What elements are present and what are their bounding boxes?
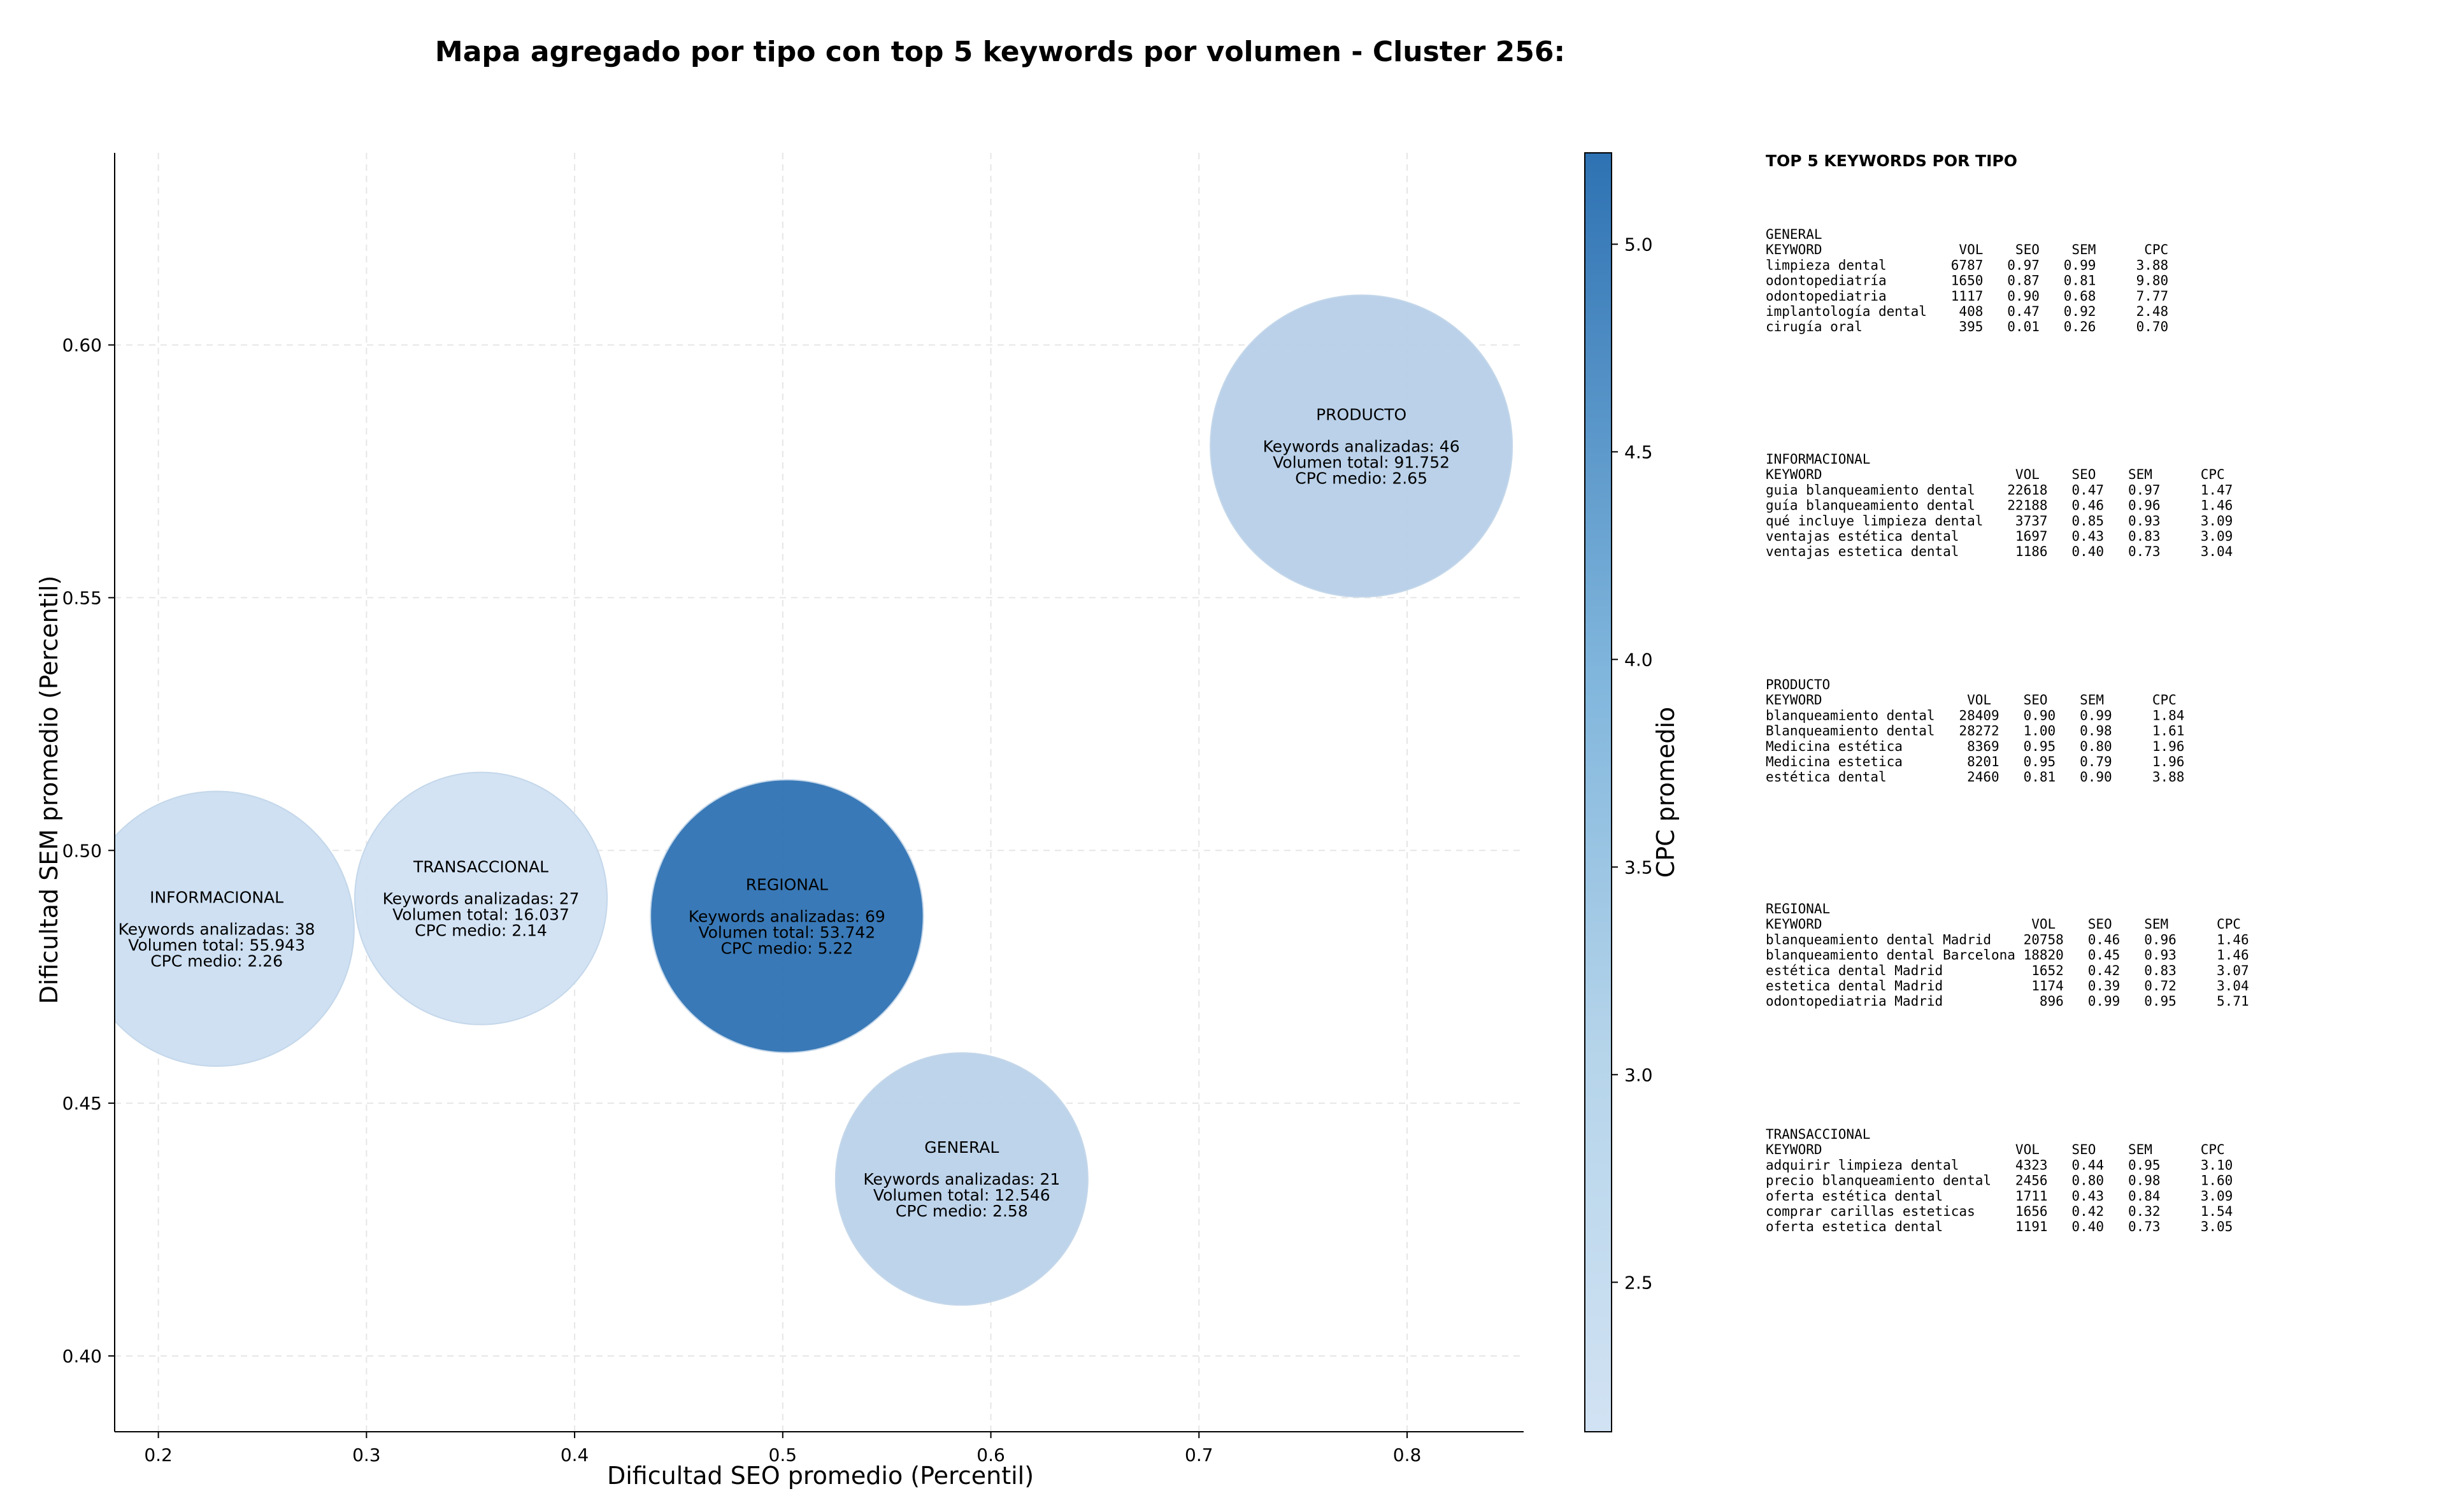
panel-table-row: cirugía oral 395 0.01 0.26 0.70 — [1766, 319, 2168, 334]
x-tick-label: 0.7 — [1185, 1444, 1213, 1466]
panel-section-heading: INFORMACIONAL — [1766, 452, 1870, 467]
bubble-label: CPC medio: 2.58 — [896, 1202, 1028, 1220]
bubble-label: Volumen total: 12.546 — [873, 1186, 1050, 1204]
panel-table-row: guía blanqueamiento dental 22188 0.46 0.… — [1766, 498, 2233, 513]
panel-table-row: estética dental 2460 0.81 0.90 3.88 — [1766, 769, 2184, 785]
y-tick-label: 0.50 — [62, 840, 102, 861]
bubble-label: TRANSACCIONAL — [413, 858, 548, 876]
y-tick-label: 0.45 — [62, 1093, 102, 1114]
bubble-label: Keywords analizadas: 27 — [383, 890, 580, 908]
panel-table-header: KEYWORD VOL SEO SEM CPC — [1766, 1142, 2225, 1157]
bubble-label: PRODUCTO — [1316, 405, 1406, 424]
panel-table-row: precio blanqueamiento dental 2456 0.80 0… — [1766, 1173, 2233, 1188]
panel-table-row: odontopediatria 1117 0.90 0.68 7.77 — [1766, 289, 2168, 304]
colorbar-tick-label: 3.0 — [1624, 1064, 1653, 1085]
colorbar-ticks: 2.5 3.0 3.5 4.0 4.5 5.0 — [1612, 234, 1653, 1293]
chart-title: Mapa agregado por tipo con top 5 keyword… — [435, 36, 1565, 68]
bubble-label: Volumen total: 55.943 — [128, 936, 305, 954]
side-panel-title: TOP 5 KEYWORDS POR TIPO — [1766, 152, 2017, 170]
bubble-transaccional: TRANSACCIONAL Keywords analizadas: 27Volu… — [354, 771, 608, 1025]
bubble-circle — [834, 1052, 1089, 1306]
colorbar-tick-label: 3.5 — [1624, 857, 1653, 878]
panel-section-heading: GENERAL — [1766, 227, 1822, 242]
colorbar — [1584, 152, 1612, 1432]
bubble-label: Volumen total: 91.752 — [1273, 453, 1450, 471]
y-tick-label: 0.60 — [62, 335, 102, 356]
bubble-label: REGIONAL — [746, 875, 828, 894]
panel-table-row: guia blanqueamiento dental 22618 0.47 0.… — [1766, 482, 2233, 497]
panel-section-heading: REGIONAL — [1766, 901, 1830, 916]
colorbar-label: CPC promedio — [1652, 707, 1680, 878]
panel-table-row: odontopediatría 1650 0.87 0.81 9.80 — [1766, 273, 2168, 289]
bubble-label: Keywords analizadas: 21 — [863, 1170, 1060, 1188]
bubble-label: INFORMACIONAL — [150, 888, 283, 906]
panel-table-row: Medicina estética 8369 0.95 0.80 1.96 — [1766, 739, 2184, 754]
panel-table-row: adquirir limpieza dental 4323 0.44 0.95 … — [1766, 1157, 2233, 1173]
panel-table-row: estetica dental Madrid 1174 0.39 0.72 3.… — [1766, 978, 2249, 994]
bubble-label: CPC medio: 2.26 — [150, 952, 283, 970]
panel-table-header: KEYWORD VOL SEO SEM CPC — [1766, 467, 2225, 482]
panel-table-row: implantología dental 408 0.47 0.92 2.48 — [1766, 304, 2168, 319]
panel-table-row: odontopediatria Madrid 896 0.99 0.95 5.7… — [1766, 994, 2249, 1009]
panel-section-heading: TRANSACCIONAL — [1766, 1127, 1870, 1142]
bubble-circle — [354, 771, 608, 1025]
panel-table-row: oferta estética dental 1711 0.43 0.84 3.… — [1766, 1188, 2233, 1204]
bubble-label: Keywords analizadas: 46 — [1263, 437, 1460, 455]
panel-table-header: KEYWORD VOL SEO SEM CPC — [1766, 242, 2168, 257]
bubble-label: CPC medio: 5.22 — [720, 939, 853, 957]
y-tick-label: 0.40 — [62, 1346, 102, 1367]
y-axis-label: Dificultad SEM promedio (Percentil) — [35, 576, 63, 1004]
axes: 0.2 0.3 0.4 0.5 0.6 0.7 0.8 0.40 0.45 0.50 0.55 0.6… — [62, 153, 1524, 1466]
x-tick-label: 0.8 — [1393, 1444, 1422, 1466]
x-tick-label: 0.2 — [144, 1444, 173, 1466]
x-tick-label: 0.6 — [976, 1444, 1005, 1466]
panel-table-header: KEYWORD VOL SEO SEM CPC — [1766, 692, 2177, 708]
panel-table-row: Medicina estetica 8201 0.95 0.79 1.96 — [1766, 754, 2184, 769]
x-tick-label: 0.4 — [561, 1444, 589, 1466]
panel-table-row: qué incluye limpieza dental 3737 0.85 0.… — [1766, 513, 2233, 529]
bubble-label: Keywords analizadas: 69 — [689, 907, 885, 925]
bubble-label: CPC medio: 2.65 — [1295, 469, 1427, 487]
panel-table-row: blanqueamiento dental Madrid 20758 0.46 … — [1766, 932, 2249, 947]
x-axis-label: Dificultad SEO promedio (Percentil) — [607, 1462, 1034, 1490]
bubble-label: Volumen total: 16.037 — [392, 906, 569, 924]
colorbar-tick-label: 2.5 — [1624, 1272, 1653, 1293]
bubble-circle — [1210, 294, 1513, 598]
bubble-label: Volumen total: 53.742 — [698, 923, 875, 941]
colorbar-tick-label: 4.0 — [1624, 649, 1653, 670]
panel-table-row: comprar carillas esteticas 1656 0.42 0.3… — [1766, 1204, 2233, 1219]
colorbar-tick-label: 4.5 — [1624, 441, 1653, 462]
x-tick-label: 0.3 — [352, 1444, 381, 1466]
panel-table-header: KEYWORD VOL SEO SEM CPC — [1766, 916, 2241, 932]
bubble-label: CPC medio: 2.14 — [415, 922, 547, 940]
bubble-circle — [115, 790, 355, 1067]
bubble-informacional: INFORMACIONAL Keywords analizadas: 38Volu… — [115, 790, 355, 1067]
panel-table-row: Blanqueamiento dental 28272 1.00 0.98 1.… — [1766, 724, 2184, 739]
panel-table-row: oferta estetica dental 1191 0.40 0.73 3.… — [1766, 1219, 2233, 1234]
panel-table-row: limpieza dental 6787 0.97 0.99 3.88 — [1766, 257, 2168, 273]
panel-table-row: blanqueamiento dental Barcelona 18820 0.… — [1766, 948, 2249, 963]
panel-table-row: ventajas estética dental 1697 0.43 0.83 … — [1766, 529, 2233, 544]
panel-table-row: blanqueamiento dental 28409 0.90 0.99 1.… — [1766, 708, 2184, 723]
panel-section-heading: PRODUCTO — [1766, 677, 1830, 692]
bubble-label: Keywords analizadas: 38 — [118, 920, 315, 938]
panel-table-row: ventajas estetica dental 1186 0.40 0.73 … — [1766, 544, 2233, 559]
bubble-label: GENERAL — [924, 1138, 999, 1157]
x-tick-label: 0.5 — [769, 1444, 797, 1466]
colorbar-tick-label: 5.0 — [1624, 234, 1653, 255]
y-tick-label: 0.55 — [62, 587, 102, 608]
panel-table-row: estética dental Madrid 1652 0.42 0.83 3.… — [1766, 963, 2249, 978]
bubble-circle — [650, 779, 924, 1053]
